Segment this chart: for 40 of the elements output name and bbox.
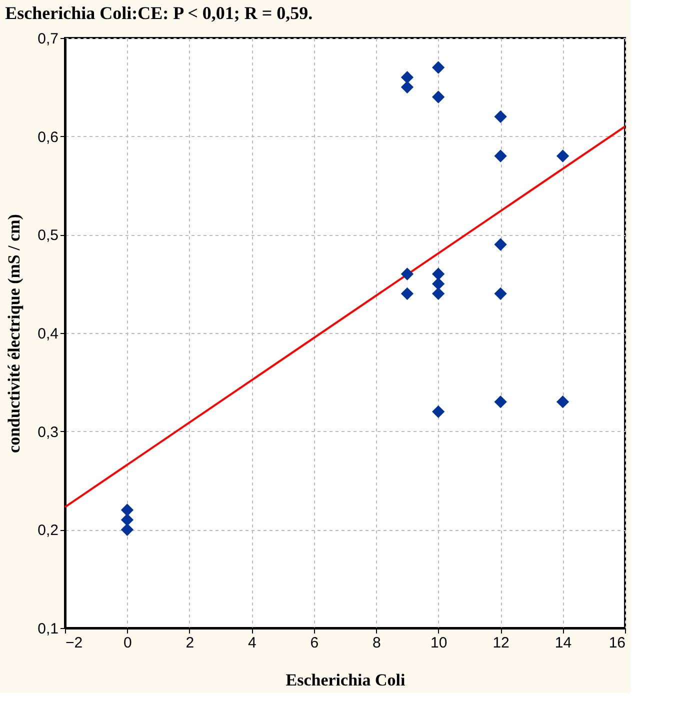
point <box>494 238 507 251</box>
y-tick-label: 0,2 <box>38 522 58 540</box>
point <box>432 278 445 290</box>
point <box>400 268 414 280</box>
point <box>120 514 134 526</box>
x-tick-label: 12 <box>492 634 510 652</box>
x-tick-label: 2 <box>186 634 194 652</box>
point <box>120 504 134 516</box>
point <box>400 80 414 94</box>
x-tick-label: 8 <box>372 634 381 652</box>
point <box>432 61 445 74</box>
point <box>494 150 507 162</box>
point <box>494 110 507 123</box>
y-axis-title: conductivité électrique (mS / cm) <box>4 214 24 453</box>
chart-title: Escherichia Coli:CE: P < 0,01; R = 0,59. <box>5 3 313 23</box>
x-tick-label: 16 <box>608 634 626 652</box>
x-tick-label: 0 <box>124 634 132 652</box>
x-tick-label: 6 <box>310 634 319 652</box>
point <box>432 268 445 280</box>
x-tick-label: 10 <box>430 634 448 652</box>
x-tick-label: 14 <box>554 634 572 652</box>
point <box>556 150 570 162</box>
point <box>432 405 445 418</box>
point <box>120 523 134 536</box>
point <box>556 396 570 408</box>
point <box>494 396 507 408</box>
y-tick-label: 0,4 <box>38 326 58 342</box>
y-tick-label: 0,3 <box>38 424 58 441</box>
point <box>432 287 445 300</box>
x-axis-title: Escherichia Coli <box>286 670 406 690</box>
x-tick-label: 4 <box>248 634 256 652</box>
y-tick-label: 0,5 <box>38 227 58 244</box>
y-tick-label: 0,1 <box>38 620 58 638</box>
point <box>494 287 507 300</box>
x-tick-label: −2 <box>66 634 83 652</box>
point <box>400 71 414 84</box>
point <box>432 90 445 104</box>
y-tick-label: 0,6 <box>38 128 58 146</box>
point <box>400 287 414 300</box>
y-tick-label: 0,7 <box>38 30 58 48</box>
